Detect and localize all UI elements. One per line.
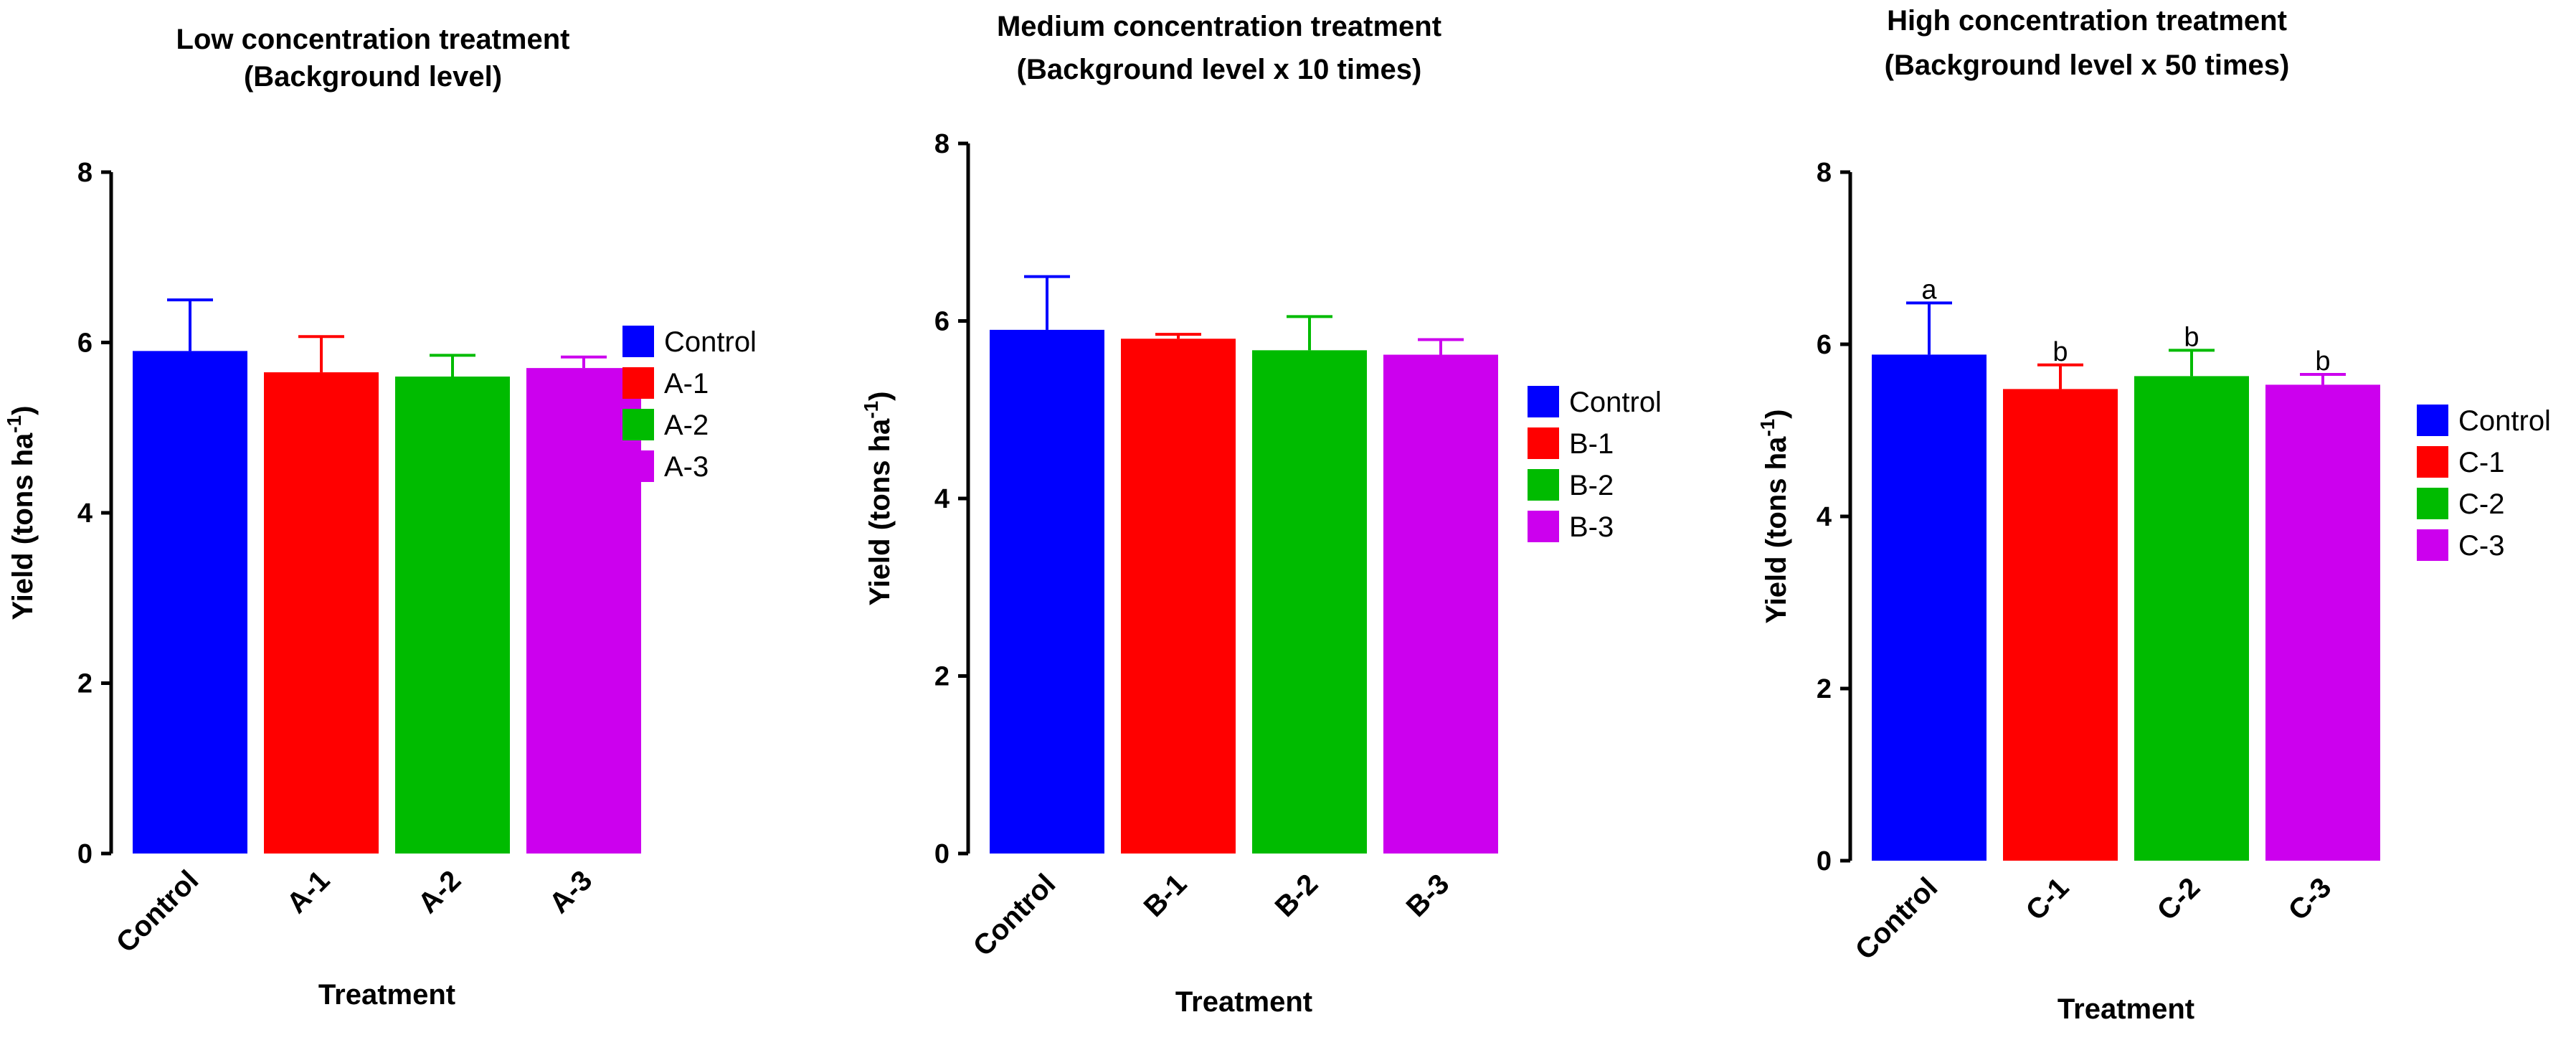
legend-label: A-3 xyxy=(664,451,709,483)
legend-swatch xyxy=(2417,446,2448,478)
y-axis-title-superscript: -1 xyxy=(1756,419,1779,437)
x-tick-label: B-2 xyxy=(1269,868,1325,923)
bar xyxy=(1121,339,1236,854)
legend-label: C-2 xyxy=(2458,488,2504,520)
legend-label: Control xyxy=(2458,405,2551,437)
y-tick-label: 8 xyxy=(77,158,93,188)
chart-title: High concentration treatment xyxy=(1887,5,2287,37)
legend-swatch xyxy=(622,326,654,357)
y-tick-label: 4 xyxy=(934,484,950,514)
significance-label: b xyxy=(2184,322,2199,352)
x-axis-title: Treatment xyxy=(2058,993,2194,1025)
legend-swatch xyxy=(2417,405,2448,436)
y-tick-label: 4 xyxy=(77,498,93,529)
x-tick-label: Control xyxy=(967,868,1062,963)
y-tick-label: 8 xyxy=(1817,158,1832,188)
legend-swatch xyxy=(1528,469,1559,501)
legend-swatch xyxy=(622,367,654,399)
significance-label: a xyxy=(1921,275,1937,305)
y-tick-label: 6 xyxy=(77,328,93,359)
bar xyxy=(1252,350,1367,854)
bar xyxy=(133,351,247,854)
legend-label: A-2 xyxy=(664,410,709,441)
y-tick-label: 2 xyxy=(77,669,93,699)
legend-label: Control xyxy=(664,326,757,358)
significance-label: b xyxy=(2052,337,2068,367)
y-axis-title-superscript: -1 xyxy=(860,401,882,419)
legend-swatch xyxy=(2417,529,2448,561)
chart-panel: Low concentration treatment (Background l… xyxy=(3,24,757,1011)
legend-swatch xyxy=(1528,386,1559,417)
x-tick-label: Control xyxy=(1850,871,1944,966)
bar xyxy=(264,372,379,854)
y-axis-title: Yield (tons ha-1) xyxy=(1756,410,1792,624)
y-axis-title-superscript: -1 xyxy=(3,415,25,433)
y-tick-label: 0 xyxy=(77,839,93,869)
chart-title: (Background level x 50 times) xyxy=(1885,49,2290,81)
x-axis-title: Treatment xyxy=(1175,986,1312,1018)
legend-label: A-1 xyxy=(664,368,709,400)
legend-label: B-2 xyxy=(1569,470,1614,501)
bar xyxy=(2003,389,2118,861)
bar xyxy=(526,368,641,854)
bar xyxy=(990,329,1104,854)
legend-swatch xyxy=(1528,427,1559,459)
bar xyxy=(2265,384,2380,861)
x-tick-label: C-1 xyxy=(2020,871,2075,927)
y-tick-label: 6 xyxy=(1817,330,1832,360)
x-tick-label: A-2 xyxy=(412,864,468,920)
chart-title: (Background level) xyxy=(244,61,502,93)
legend-swatch xyxy=(622,450,654,482)
bar xyxy=(1872,354,1987,861)
y-tick-label: 4 xyxy=(1817,502,1832,532)
bar xyxy=(395,377,510,854)
x-axis-title: Treatment xyxy=(318,979,455,1011)
legend-label: B-3 xyxy=(1569,511,1614,543)
x-tick-label: C-3 xyxy=(2283,871,2338,927)
y-axis-title: Yield (tons ha-1) xyxy=(860,392,896,606)
x-tick-label: B-3 xyxy=(1401,868,1456,923)
legend-swatch xyxy=(1528,511,1559,542)
y-tick-label: 0 xyxy=(934,839,950,869)
legend-label: Control xyxy=(1569,387,1662,418)
x-tick-label: Control xyxy=(110,864,205,959)
x-tick-label: C-2 xyxy=(2151,871,2207,927)
y-axis-title: Yield (tons ha-1) xyxy=(3,406,39,620)
legend-swatch xyxy=(2417,488,2448,519)
chart-title: Medium concentration treatment xyxy=(997,11,1441,42)
y-axis-title-text: Yield (tons ha xyxy=(864,418,896,606)
legend-label: B-1 xyxy=(1569,428,1614,460)
x-tick-label: A-3 xyxy=(544,864,599,920)
x-tick-label: A-1 xyxy=(281,864,336,920)
bar xyxy=(1383,354,1498,854)
significance-label: b xyxy=(2315,346,2330,377)
bar xyxy=(2134,376,2249,861)
legend-label: C-3 xyxy=(2458,530,2504,562)
y-tick-label: 2 xyxy=(934,662,950,692)
y-axis-title-suffix: ) xyxy=(7,406,39,415)
y-axis-title-text: Yield (tons ha xyxy=(1761,436,1792,624)
chart-panel: High concentration treatment (Background … xyxy=(1756,5,2551,1025)
y-tick-label: 8 xyxy=(934,129,950,159)
y-tick-label: 2 xyxy=(1817,674,1832,704)
legend-label: C-1 xyxy=(2458,447,2504,478)
y-axis-title-suffix: ) xyxy=(1761,410,1792,419)
chart-title: Low concentration treatment xyxy=(176,24,570,55)
x-tick-label: B-1 xyxy=(1138,868,1193,923)
y-tick-label: 0 xyxy=(1817,846,1832,876)
y-tick-label: 6 xyxy=(934,307,950,337)
y-axis-title-suffix: ) xyxy=(864,392,896,401)
y-axis-title-text: Yield (tons ha xyxy=(7,432,39,620)
chart-title: (Background level x 10 times) xyxy=(1017,54,1422,85)
legend-swatch xyxy=(622,409,654,440)
chart-panel: Medium concentration treatment (Backgroun… xyxy=(860,11,1662,1018)
